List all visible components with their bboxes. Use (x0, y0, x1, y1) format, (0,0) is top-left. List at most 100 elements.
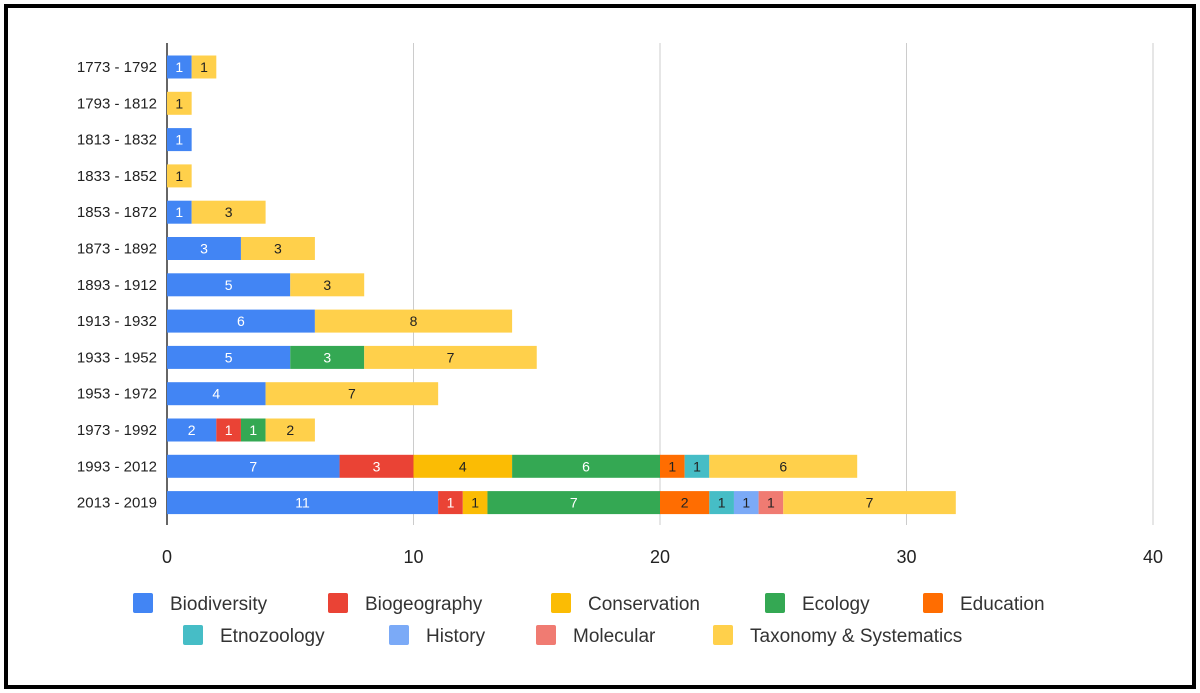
bar-segment (733, 491, 759, 515)
category-label: 1973 - 1992 (77, 422, 157, 439)
data-label: 1 (668, 458, 676, 474)
legend-swatch (536, 625, 556, 645)
data-label: 6 (582, 458, 590, 474)
data-label: 1 (693, 458, 701, 474)
data-label: 1 (175, 59, 183, 75)
bar-segment (487, 491, 660, 515)
data-label: 7 (570, 495, 578, 511)
bar-segment (339, 454, 414, 478)
category-label: 1913 - 1932 (77, 313, 157, 330)
legend: Biodiversity Biogeography Conservation Ecol… (133, 593, 1045, 647)
bar-segment (167, 237, 241, 260)
bar-segment (660, 454, 685, 478)
data-label: 1 (767, 495, 775, 511)
category-label: 1773 - 1792 (77, 59, 157, 76)
legend-label: Molecular (573, 626, 656, 647)
legend-label: Biogeography (365, 594, 483, 615)
data-label: 11 (295, 495, 310, 511)
category-label: 1833 - 1852 (77, 168, 157, 185)
data-label: 3 (323, 349, 331, 365)
data-label: 1 (249, 422, 257, 438)
bar-segment (216, 418, 241, 442)
bar-segment (167, 55, 192, 79)
data-label: 6 (779, 458, 787, 474)
legend-swatch (765, 593, 785, 613)
data-label: 7 (249, 458, 257, 474)
bar-segment (167, 309, 315, 333)
data-label: 3 (274, 241, 282, 257)
data-label: 5 (225, 277, 233, 293)
bar-segment (660, 491, 710, 515)
bar-segment (167, 91, 192, 115)
x-tick-label: 20 (650, 547, 670, 567)
x-tick-label: 30 (896, 547, 916, 567)
x-axis-tick-labels: 0 10 20 30 40 (162, 547, 1163, 567)
data-label: 4 (212, 386, 220, 402)
x-tick-label: 0 (162, 547, 172, 567)
bar-segment (709, 454, 858, 478)
data-label: 1 (742, 495, 750, 511)
x-tick-label: 10 (403, 547, 423, 567)
legend-label: Taxonomy & Systematics (750, 626, 962, 647)
data-label: 1 (175, 95, 183, 111)
category-label: 1873 - 1892 (77, 241, 157, 258)
legend-swatch (328, 593, 348, 613)
bar-segment (709, 491, 734, 515)
bar-segment (265, 418, 315, 442)
bar-segment (240, 237, 315, 260)
bar-segment (167, 454, 340, 478)
category-label: 1993 - 2012 (77, 458, 157, 475)
category-label: 1793 - 1812 (77, 95, 157, 112)
category-label: 1853 - 1872 (77, 204, 157, 221)
legend-label: Etnozoology (220, 626, 325, 647)
bar-segment (167, 164, 192, 188)
data-label: 1 (447, 495, 455, 511)
bar-segment (413, 454, 513, 478)
data-label: 7 (447, 349, 455, 365)
data-label: 5 (225, 349, 233, 365)
data-label: 3 (225, 204, 233, 220)
legend-swatch (183, 625, 203, 645)
bar-segment (758, 491, 784, 515)
bar-segment (265, 382, 439, 406)
bar-segment (512, 454, 660, 478)
legend-swatch (923, 593, 943, 613)
legend-label: History (426, 626, 486, 647)
bar-segment (167, 382, 266, 406)
bar-segment (783, 491, 956, 515)
category-label: 1893 - 1912 (77, 277, 157, 294)
data-label: 1 (471, 495, 479, 511)
legend-label: Ecology (802, 594, 870, 615)
y-axis-labels: 1773 - 1792 1793 - 1812 1813 - 1832 1833 - … (77, 59, 157, 512)
category-label: 1953 - 1972 (77, 386, 157, 403)
bar-segment (290, 273, 365, 297)
bar-segment (191, 55, 217, 79)
data-label: 7 (866, 495, 874, 511)
category-label: 1813 - 1832 (77, 132, 157, 149)
bar-segment (364, 345, 537, 369)
bar-segment (167, 273, 291, 297)
data-label: 1 (225, 422, 233, 438)
legend-label: Education (960, 594, 1045, 615)
legend-swatch (389, 625, 409, 645)
bar-segment (290, 345, 365, 369)
data-label: 2 (286, 422, 294, 438)
legend-label: Biodiversity (170, 594, 268, 615)
bar-segment (314, 309, 513, 333)
data-label: 1 (175, 204, 183, 220)
data-label: 2 (188, 422, 196, 438)
bar-segment (191, 200, 266, 224)
bar-segment (167, 200, 192, 224)
bar-segment (240, 418, 266, 442)
data-label: 1 (175, 132, 183, 148)
data-label: 1 (175, 168, 183, 184)
x-tick-label: 40 (1143, 547, 1163, 567)
data-label: 3 (373, 458, 381, 474)
data-label: 7 (348, 386, 356, 402)
data-label: 8 (410, 313, 418, 329)
data-label: 6 (237, 313, 245, 329)
bar-segment (167, 128, 192, 152)
category-label: 2013 - 2019 (77, 495, 157, 512)
bar-segment (462, 491, 488, 515)
